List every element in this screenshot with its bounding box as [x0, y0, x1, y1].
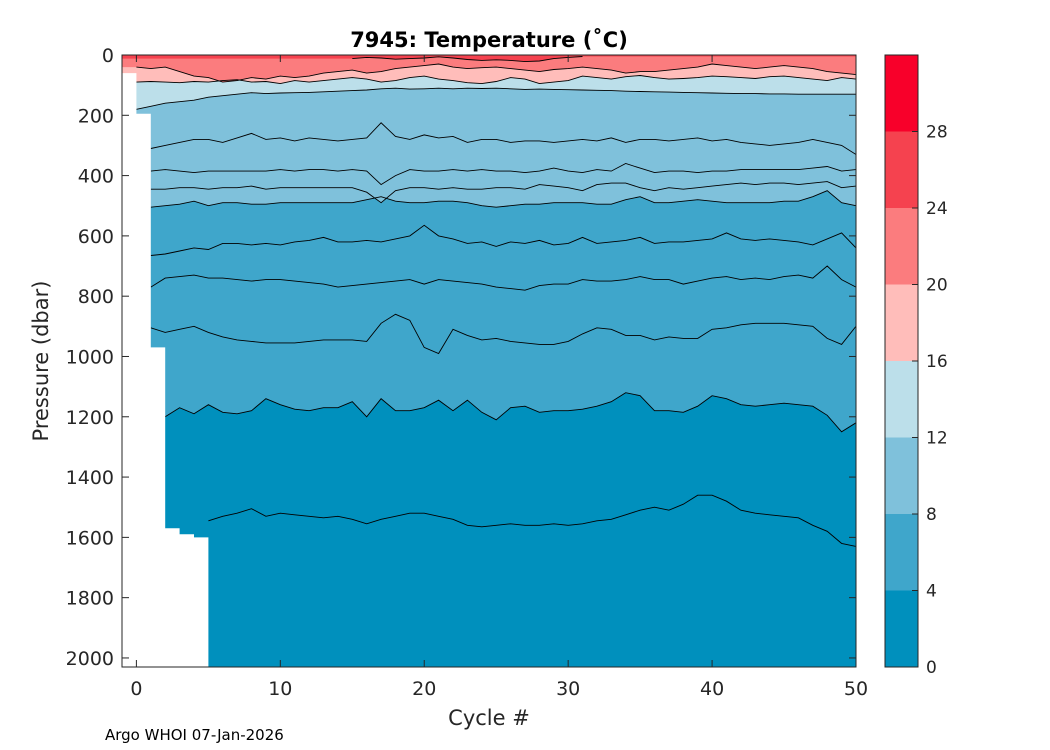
y-tick-label: 1600 — [66, 527, 114, 549]
y-axis-label: Pressure (dbar) — [29, 281, 53, 442]
colorbar-tick-label: 24 — [926, 199, 948, 219]
y-tick-label: 1400 — [66, 467, 114, 489]
contour-line-25 — [352, 56, 583, 63]
x-axis-label: Cycle # — [448, 706, 530, 730]
contour-line-6 — [150, 265, 856, 291]
contour-line-2 — [208, 494, 856, 547]
chart-title: 7945: Temperature (˚C) — [350, 28, 628, 52]
missing-data-region — [122, 55, 856, 667]
colorbar-tick-label: 12 — [926, 429, 948, 449]
colorbar-tick-label: 16 — [926, 352, 948, 372]
contour-line-4 — [164, 392, 856, 433]
colorbar-band-24-28 — [885, 131, 918, 208]
colorbar-tick-label: 4 — [926, 582, 937, 602]
y-axis: 0 200 400 600 800 1000 1200 1400 1600 1800 2000 — [66, 45, 856, 670]
x-tick-label: 50 — [844, 678, 868, 700]
colorbar-band-12-16 — [885, 361, 918, 438]
contour-line-7 — [150, 224, 856, 256]
contour-fill-layer — [122, 55, 856, 667]
colorbar-band-20-24 — [885, 208, 918, 285]
contour-line-5 — [150, 313, 856, 355]
colorbar-band-28-32 — [885, 55, 918, 132]
y-tick-label: 1200 — [66, 407, 114, 429]
colorbar — [885, 55, 918, 667]
band-fill-above-25 — [122, 55, 856, 62]
colorbar-band-8-12 — [885, 437, 918, 514]
colorbar-tick-label: 20 — [926, 276, 948, 296]
x-axis: 0 10 20 30 40 50 — [130, 55, 868, 700]
colorbar-ticks: 0 4 8 12 16 20 24 28 — [912, 123, 948, 678]
x-tick-label: 30 — [556, 678, 580, 700]
y-tick-label: 1000 — [66, 346, 114, 368]
contour-line-8 — [150, 190, 856, 208]
contour-line-11 — [150, 122, 856, 155]
y-tick-label: 0 — [102, 45, 114, 67]
y-tick-label: 600 — [78, 226, 114, 248]
colorbar-tick-label: 0 — [926, 658, 937, 678]
band-fill-above-22 — [122, 55, 856, 83]
y-tick-label: 200 — [78, 105, 114, 127]
colorbar-tick-label: 28 — [926, 123, 948, 143]
x-tick-label: 10 — [268, 678, 292, 700]
x-tick-label: 20 — [412, 678, 436, 700]
attribution-text: Argo WHOI 07-Jan-2026 — [105, 726, 284, 744]
colorbar-tick-label: 8 — [926, 505, 937, 525]
plot-frame — [121, 54, 857, 668]
contour-line-18 — [136, 75, 856, 85]
colorbar-band-4-8 — [885, 514, 918, 591]
x-tick-label: 40 — [700, 678, 724, 700]
y-tick-label: 2000 — [66, 648, 114, 670]
contour-line-14 — [136, 87, 856, 110]
x-tick-label: 0 — [130, 678, 142, 700]
contour-line-layer — [136, 56, 856, 547]
contour-line-22 — [136, 63, 856, 83]
contour-line-10 — [150, 163, 856, 186]
y-tick-label: 400 — [78, 166, 114, 188]
y-tick-label: 800 — [78, 286, 114, 308]
y-tick-label: 1800 — [66, 588, 114, 610]
colorbar-band-16-20 — [885, 284, 918, 361]
colorbar-band-0-4 — [885, 590, 918, 667]
contour-line-9 — [150, 181, 856, 204]
